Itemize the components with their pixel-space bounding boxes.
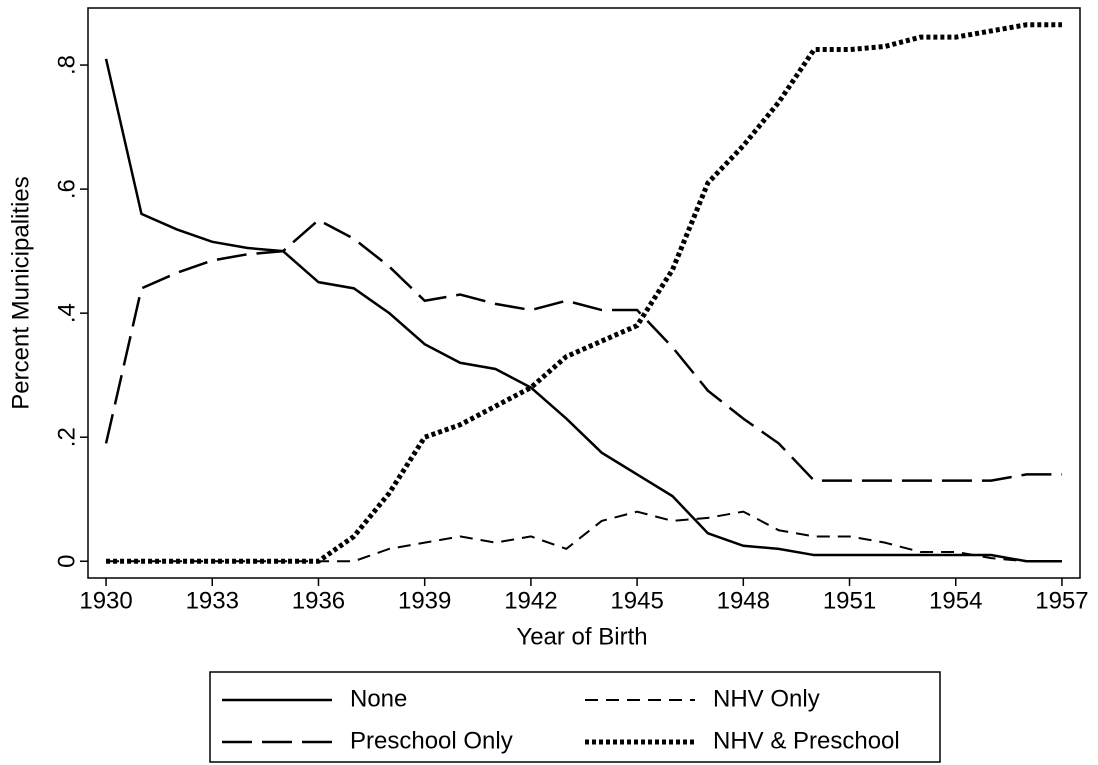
x-tick-label: 1954	[929, 587, 982, 614]
x-tick-label: 1951	[823, 587, 876, 614]
x-axis-label: Year of Birth	[516, 623, 647, 650]
y-axis-label: Percent Municipalities	[7, 176, 34, 409]
x-tick-label: 1948	[717, 587, 770, 614]
series-line	[104, 58, 1062, 563]
y-tick-label: .6	[53, 179, 80, 199]
legend-label: None	[350, 685, 407, 712]
legend-label: Preschool Only	[350, 727, 513, 754]
x-tick-label: 1957	[1035, 587, 1088, 614]
series-line	[104, 218, 1062, 482]
y-tick-label: .8	[53, 55, 80, 75]
y-tick-label: .4	[53, 303, 80, 323]
x-tick-label: 1936	[292, 587, 345, 614]
series-line	[106, 510, 1062, 563]
x-tick-label: 1933	[186, 587, 239, 614]
legend-label: NHV Only	[713, 685, 820, 712]
legend-box	[209, 671, 941, 763]
y-tick-label: 0	[53, 555, 80, 568]
x-tick-label: 1939	[398, 587, 451, 614]
x-tick-label: 1945	[610, 587, 663, 614]
y-tick-label: .2	[53, 427, 80, 447]
x-tick-label: 1930	[79, 587, 132, 614]
legend-label: NHV & Preschool	[713, 727, 900, 754]
plot-frame	[87, 7, 1081, 579]
x-tick-label: 1942	[504, 587, 557, 614]
series-line	[106, 22, 1062, 564]
